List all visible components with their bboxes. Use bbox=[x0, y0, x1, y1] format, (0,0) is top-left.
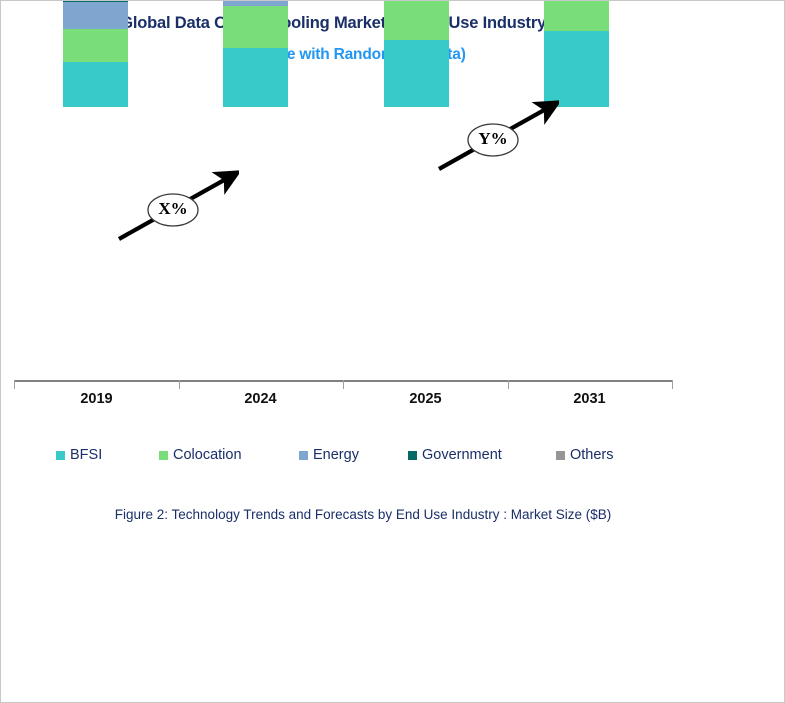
x-axis-label-2019: 2019 bbox=[80, 391, 113, 407]
legend-swatch-icon bbox=[56, 450, 65, 460]
legend-item-government[interactable]: Government bbox=[408, 447, 502, 463]
bar-segment-government[interactable] bbox=[63, 1, 128, 2]
x-axis-tick bbox=[14, 380, 15, 389]
bar-segment-bfsi[interactable] bbox=[384, 40, 449, 107]
x-axis-label-2025: 2025 bbox=[409, 391, 442, 407]
legend-item-colocation[interactable]: Colocation bbox=[159, 447, 242, 463]
legend-swatch-icon bbox=[159, 450, 168, 460]
x-axis-label-2024: 2024 bbox=[244, 391, 277, 407]
plot-area: 2019 2024 2025 2031 X% Y% bbox=[1, 1, 784, 431]
legend-item-others[interactable]: Others bbox=[556, 447, 614, 463]
chart-legend: BFSI Colocation Energy Government Others bbox=[56, 447, 696, 471]
bar-segment-colocation[interactable] bbox=[544, 1, 609, 31]
legend-swatch-icon bbox=[556, 450, 565, 460]
bar-segment-colocation[interactable] bbox=[63, 29, 128, 62]
legend-item-energy[interactable]: Energy bbox=[299, 447, 359, 463]
x-axis-tick bbox=[672, 380, 673, 389]
figure-caption: Figure 2: Technology Trends and Forecast… bbox=[114, 507, 612, 522]
growth-arrow-x-label: X% bbox=[158, 199, 188, 218]
bar-segment-bfsi[interactable] bbox=[544, 31, 609, 107]
bar-segment-energy[interactable] bbox=[63, 2, 128, 29]
legend-label: Government bbox=[422, 447, 502, 463]
legend-swatch-icon bbox=[408, 450, 417, 460]
bar-stack-2024[interactable] bbox=[223, 1, 288, 107]
x-axis-tick bbox=[343, 380, 344, 389]
bar-stack-2019[interactable] bbox=[63, 1, 128, 107]
bar-stack-2031[interactable] bbox=[544, 1, 609, 107]
bar-segment-colocation[interactable] bbox=[223, 6, 288, 48]
x-axis-tick bbox=[179, 380, 180, 389]
bar-segment-bfsi[interactable] bbox=[63, 62, 128, 107]
bar-segment-colocation[interactable] bbox=[384, 1, 449, 40]
bar-segment-energy[interactable] bbox=[223, 1, 288, 6]
legend-label: Energy bbox=[313, 447, 359, 463]
legend-item-bfsi[interactable]: BFSI bbox=[56, 447, 102, 463]
bar-stack-2025[interactable] bbox=[384, 1, 449, 107]
legend-swatch-icon bbox=[299, 450, 308, 460]
growth-arrow-y-label: Y% bbox=[478, 129, 508, 148]
growth-arrow-x bbox=[117, 170, 239, 241]
legend-label: Others bbox=[570, 447, 614, 463]
x-axis-tick bbox=[508, 380, 509, 389]
legend-label: BFSI bbox=[70, 447, 103, 463]
legend-label: Colocation bbox=[173, 447, 242, 463]
bar-segment-bfsi[interactable] bbox=[223, 48, 288, 107]
x-axis-label-2031: 2031 bbox=[573, 391, 606, 407]
growth-arrow-y bbox=[437, 100, 559, 171]
